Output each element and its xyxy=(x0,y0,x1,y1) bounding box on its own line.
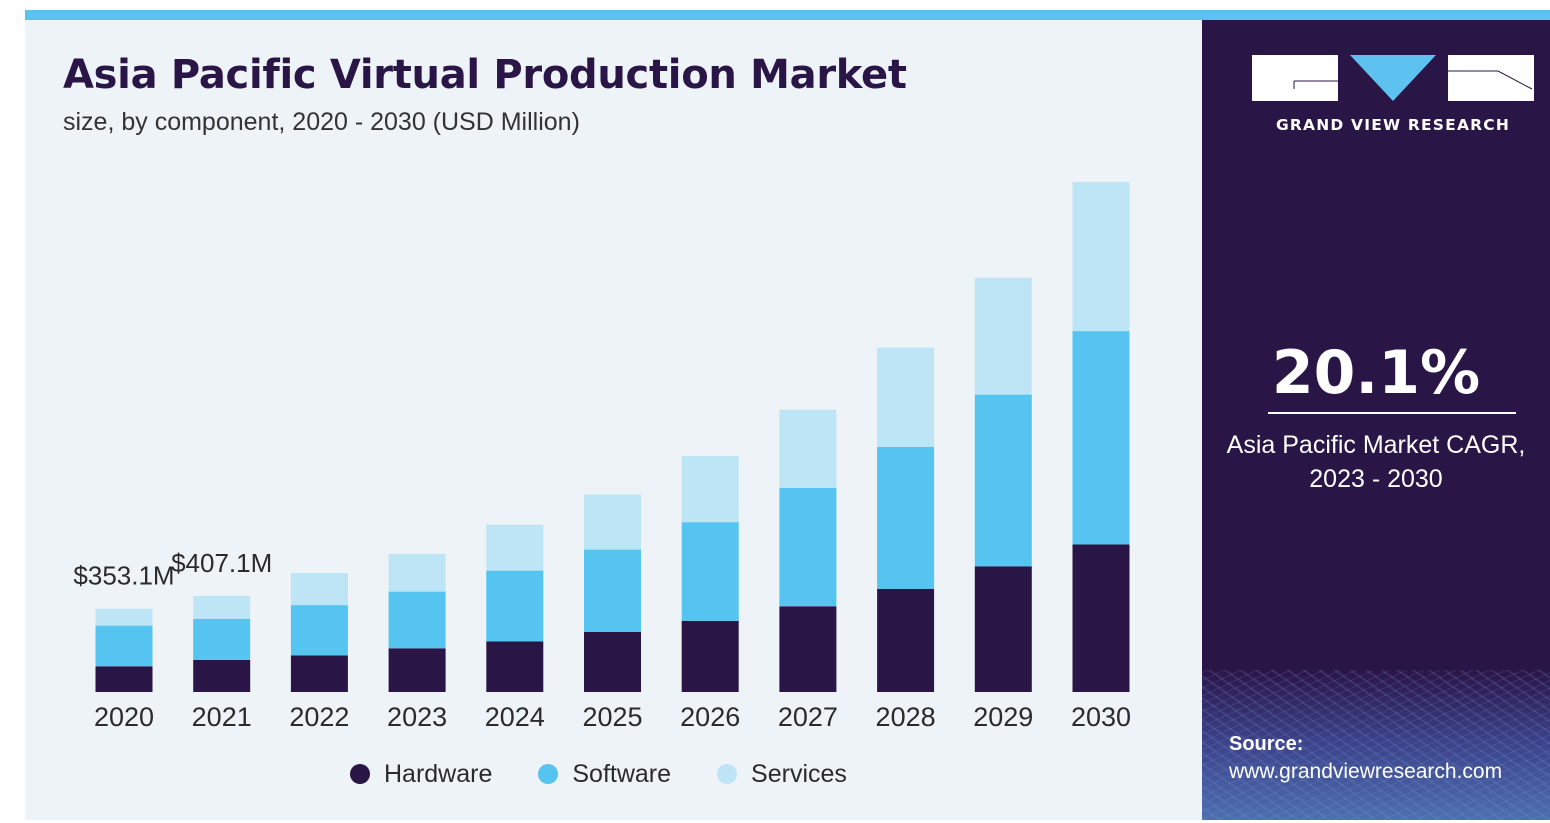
bar-services-2021 xyxy=(193,595,251,619)
x-tick-label-2020: 2020 xyxy=(94,702,154,732)
legend-label-hardware: Hardware xyxy=(384,759,493,788)
bar-hardware-2025 xyxy=(584,632,641,692)
bar-services-2024 xyxy=(486,524,544,571)
x-tick-label-2030: 2030 xyxy=(1071,702,1131,732)
legend-label-software: Software xyxy=(572,759,672,788)
bar-hardware-2021 xyxy=(193,659,251,692)
bar-software-2030 xyxy=(1072,331,1130,545)
source-block: Source: www.grandviewresearch.com xyxy=(1229,733,1502,784)
x-tick-label-2022: 2022 xyxy=(289,702,349,732)
chart-title: Asia Pacific Virtual Production Market xyxy=(63,52,907,98)
x-tick-label-2024: 2024 xyxy=(485,702,545,732)
x-tick-label-2026: 2026 xyxy=(680,702,740,732)
bar-chart: 2020 2021 2022 2023 2024 2025 2026 2027 2028 2029… xyxy=(73,181,1131,732)
cagr-divider xyxy=(1268,412,1516,414)
bar-hardware-2026 xyxy=(681,620,739,692)
source-label: Source: xyxy=(1229,733,1304,755)
bar-software-2027 xyxy=(779,487,837,607)
bar-services-2023 xyxy=(388,553,446,592)
bar-services-2020 xyxy=(95,608,153,626)
bar-services-2030 xyxy=(1072,181,1130,332)
bar-software-2028 xyxy=(877,446,935,589)
logo-text: GRAND VIEW RESEARCH xyxy=(1275,116,1511,134)
legend-item-software: Software xyxy=(538,760,671,789)
bar-software-2021 xyxy=(193,618,251,660)
cagr-label-line1: Asia Pacific Market CAGR, xyxy=(1226,431,1526,459)
bar-software-2023 xyxy=(388,591,446,649)
legend-swatch-software xyxy=(538,764,559,784)
data-label-2021: $407.1M xyxy=(171,548,272,578)
bar-hardware-2027 xyxy=(779,606,837,692)
logo-right-box xyxy=(1448,55,1534,101)
bar-services-2026 xyxy=(681,456,739,523)
logo-triangle xyxy=(1350,55,1436,101)
logo-left-mark xyxy=(1293,80,1338,89)
summary-sidebar: GRAND VIEW RESEARCH 20.1% Asia Pacific M… xyxy=(1202,20,1550,820)
bar-hardware-2022 xyxy=(290,655,348,692)
legend-item-hardware: Hardware xyxy=(350,760,492,789)
bar-software-2026 xyxy=(681,522,739,621)
source-url: www.grandviewresearch.com xyxy=(1229,760,1503,783)
x-tick-label-2027: 2027 xyxy=(778,702,838,732)
legend-item-services: Services xyxy=(717,760,847,789)
bar-hardware-2028 xyxy=(877,588,935,692)
bar-hardware-2024 xyxy=(486,641,544,692)
legend-swatch-hardware xyxy=(350,764,370,784)
x-tick-label-2023: 2023 xyxy=(387,702,447,732)
bar-hardware-2030 xyxy=(1072,544,1130,692)
bar-software-2029 xyxy=(974,394,1032,567)
chart-subtitle: size, by component, 2020 - 2030 (USD Mil… xyxy=(63,108,580,136)
logo-left-box xyxy=(1252,55,1338,101)
bar-services-2027 xyxy=(779,409,837,488)
logo-right-mark xyxy=(1448,70,1533,90)
bar-services-2025 xyxy=(584,494,641,550)
top-accent-bar xyxy=(25,10,1550,20)
bar-hardware-2020 xyxy=(95,666,153,692)
data-label-2020: $353.1M xyxy=(73,561,174,591)
cagr-value: 20.1% xyxy=(1271,338,1481,408)
bar-services-2028 xyxy=(877,347,935,447)
bar-hardware-2023 xyxy=(388,648,446,692)
bar-software-2022 xyxy=(290,605,348,656)
bar-software-2025 xyxy=(584,549,641,632)
legend-label-services: Services xyxy=(751,759,847,788)
x-tick-label-2021: 2021 xyxy=(192,702,252,732)
x-tick-label-2028: 2028 xyxy=(876,702,936,732)
cagr-label-line2: 2023 - 2030 xyxy=(1309,465,1443,493)
cagr-label: Asia Pacific Market CAGR, 2023 - 2030 xyxy=(1202,428,1550,496)
x-tick-label-2025: 2025 xyxy=(582,702,642,732)
bar-services-2029 xyxy=(974,277,1032,395)
x-tick-label-2029: 2029 xyxy=(973,702,1033,732)
bar-software-2020 xyxy=(95,625,153,667)
bar-services-2022 xyxy=(290,573,348,606)
bar-hardware-2029 xyxy=(974,566,1032,692)
legend-swatch-services xyxy=(717,764,738,784)
bar-software-2024 xyxy=(486,570,544,642)
decorative-texture xyxy=(1202,670,1550,820)
grand-view-research-logo: GRAND VIEW RESEARCH xyxy=(1252,55,1534,145)
legend: Hardware Software Services xyxy=(350,758,893,790)
